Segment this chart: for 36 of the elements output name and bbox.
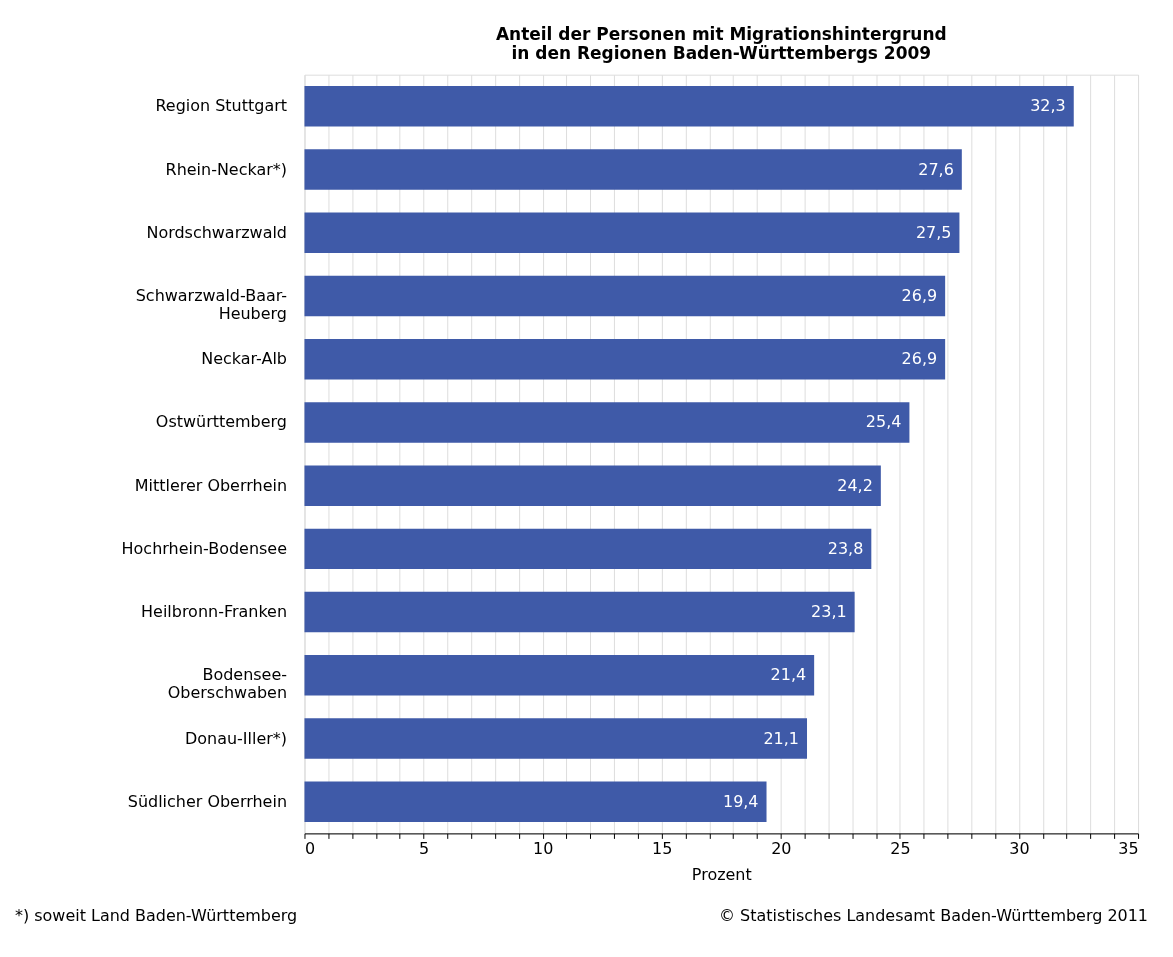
y-tick-label: Nordschwarzwald [146,222,288,242]
chart-title: Anteil der Personen mit Migrationshintergrund in den Regionen Baden-Württembergs 2009 [495,23,947,63]
x-tick-label: 15 [652,838,673,858]
data-label: 27,5 [915,222,952,242]
y-tick-label: Ostwürttemberg [155,412,288,432]
y-tick-label: Donau-Iller*) [184,728,288,748]
y-tick-label: Neckar-Alb [201,349,288,369]
x-tick-label: 10 [532,838,554,858]
x-tick-label: 20 [771,838,792,858]
x-tick-label: 30 [1009,838,1030,858]
data-label: 23,8 [827,538,864,558]
y-tick-label: Heilbronn-Franken [141,602,288,622]
x-tick-label: 0 [304,838,316,858]
data-label: 23,1 [811,602,847,622]
x-tick-label: 5 [418,838,430,858]
data-label: 27,6 [918,159,954,179]
y-tick-label: Schwarzwald-Baar-Heuberg [135,285,288,323]
data-label: 25,4 [865,412,902,432]
text: *) soweit Land Baden-Württemberg [14,906,298,926]
data-label: 21,4 [770,665,807,685]
data-label: 32,3 [1030,96,1066,116]
data-label: 26,9 [901,285,938,305]
y-tick-label: Südlicher Oberrhein [127,791,288,811]
y-tick-label: Bodensee-Oberschwaben [167,665,288,703]
text: © Statistisches Landesamt Baden-Württemberg 2011 [719,906,1149,926]
data-label: 21,1 [763,728,800,748]
x-axis-title: Prozent [691,864,752,884]
x-tick-label: 25 [890,838,911,858]
x-tick-label: 35 [1118,838,1139,858]
data-label: 26,9 [901,349,938,369]
y-tick-label: Mittlerer Oberrhein [134,475,288,495]
data-label: 19,4 [722,791,759,811]
y-tick-label: Region Stuttgart [155,96,288,116]
y-tick-label: Hochrhein-Bodensee [121,538,288,558]
y-tick-label: Rhein-Neckar*) [165,159,288,179]
data-label: 24,2 [837,475,873,495]
